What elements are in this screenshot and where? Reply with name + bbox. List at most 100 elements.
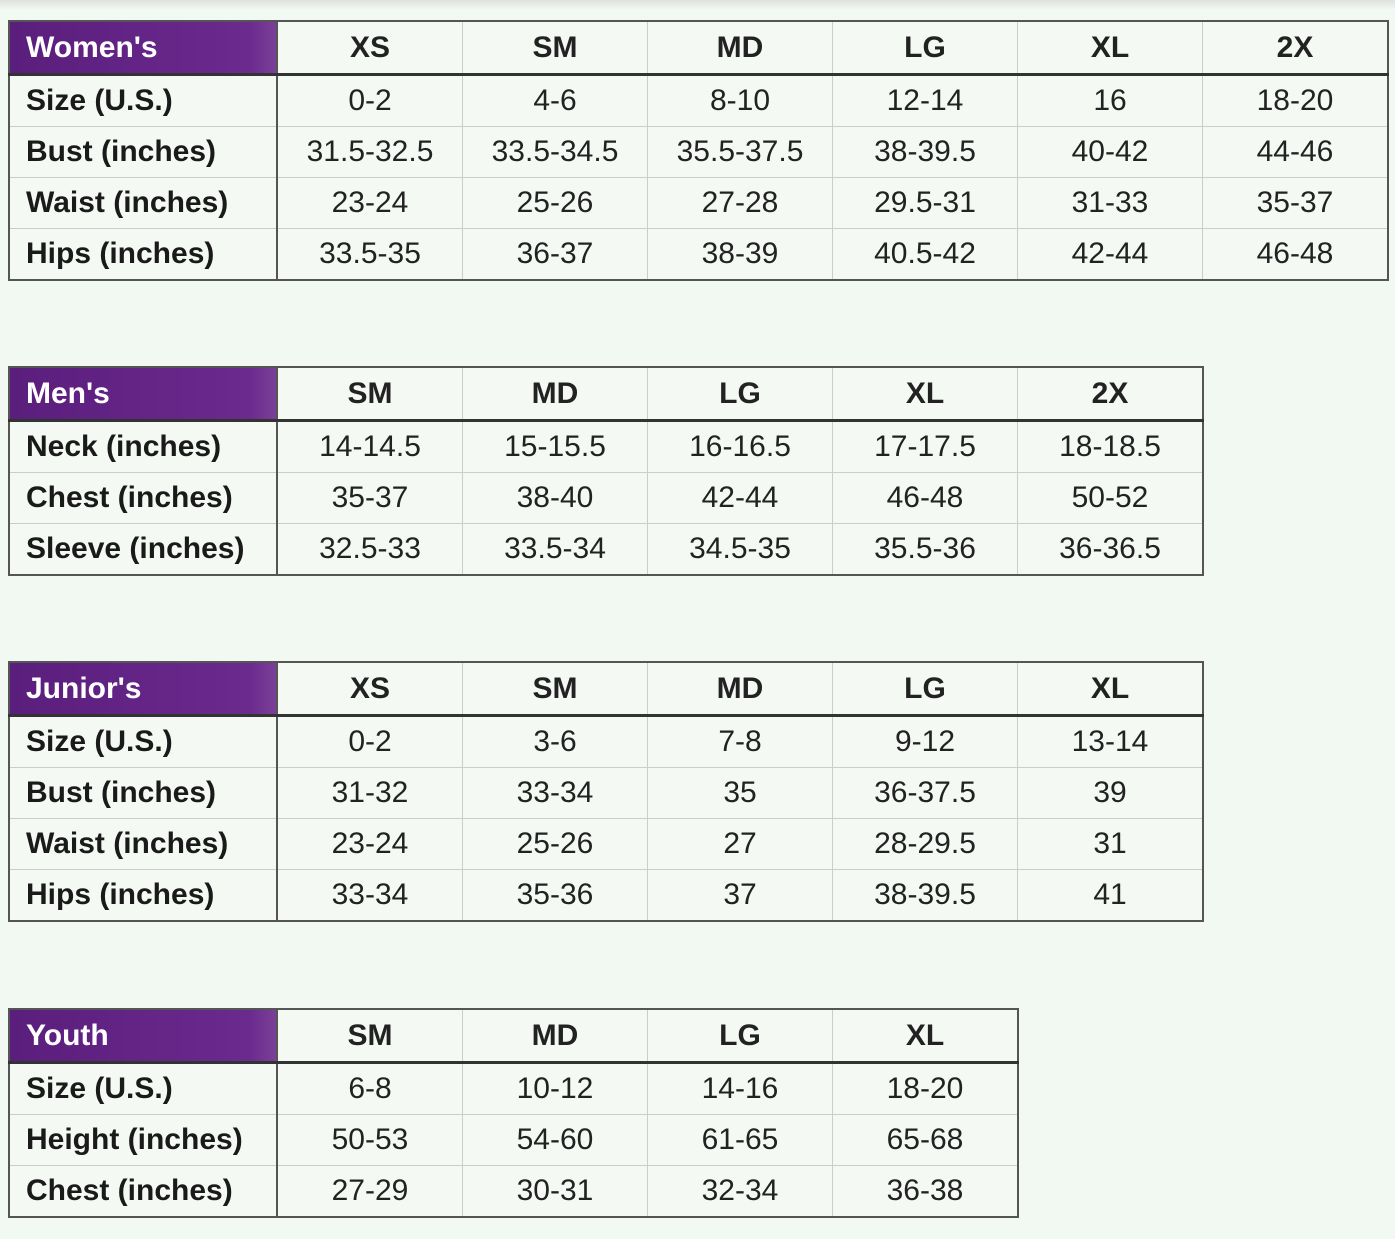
measurement: 36-37.5 bbox=[832, 767, 1018, 819]
row-label: Chest (inches) bbox=[8, 1165, 278, 1218]
data-row: Bust (inches) 31-32 33-34 35 36-37.5 39 bbox=[8, 767, 1204, 819]
size-header: SM bbox=[462, 661, 648, 717]
measurement: 30-31 bbox=[462, 1165, 648, 1218]
size-header: XS bbox=[276, 661, 463, 717]
measurement: 16 bbox=[1017, 74, 1203, 127]
measurement: 35.5-36 bbox=[832, 523, 1018, 576]
size-header: MD bbox=[647, 20, 833, 76]
data-row: Hips (inches) 33-34 35-36 37 38-39.5 41 bbox=[8, 869, 1204, 922]
measurement: 32-34 bbox=[647, 1165, 833, 1218]
size-header: 2X bbox=[1017, 366, 1204, 422]
data-row: Height (inches) 50-53 54-60 61-65 65-68 bbox=[8, 1114, 1019, 1166]
measurement: 6-8 bbox=[276, 1062, 463, 1115]
data-row: Chest (inches) 27-29 30-31 32-34 36-38 bbox=[8, 1165, 1019, 1218]
data-row: Chest (inches) 35-37 38-40 42-44 46-48 50-52 bbox=[8, 472, 1204, 524]
measurement: 35-37 bbox=[276, 472, 463, 524]
measurement: 9-12 bbox=[832, 715, 1018, 768]
data-row: Sleeve (inches) 32.5-33 33.5-34 34.5-35 35.5… bbox=[8, 523, 1204, 576]
top-shade bbox=[0, 0, 1395, 10]
table-title: Women's bbox=[8, 20, 278, 76]
measurement: 38-40 bbox=[462, 472, 648, 524]
measurement: 38-39.5 bbox=[832, 126, 1018, 178]
row-label: Height (inches) bbox=[8, 1114, 278, 1166]
measurement: 35 bbox=[647, 767, 833, 819]
measurement: 40.5-42 bbox=[832, 228, 1018, 281]
size-header: XL bbox=[1017, 661, 1204, 717]
measurement: 27 bbox=[647, 818, 833, 870]
measurement: 40-42 bbox=[1017, 126, 1203, 178]
measurement: 28-29.5 bbox=[832, 818, 1018, 870]
size-header: MD bbox=[462, 366, 648, 422]
measurement: 14-14.5 bbox=[276, 420, 463, 473]
size-header: SM bbox=[276, 366, 463, 422]
table-title: Youth bbox=[8, 1008, 278, 1064]
row-label: Neck (inches) bbox=[8, 420, 278, 473]
measurement: 31 bbox=[1017, 818, 1204, 870]
size-header: XL bbox=[832, 1008, 1019, 1064]
data-row: Size (U.S.) 6-8 10-12 14-16 18-20 bbox=[8, 1062, 1019, 1115]
data-row: Neck (inches) 14-14.5 15-15.5 16-16.5 17-17.… bbox=[8, 420, 1204, 473]
row-label: Size (U.S.) bbox=[8, 715, 278, 768]
row-label: Hips (inches) bbox=[8, 228, 278, 281]
row-label: Bust (inches) bbox=[8, 126, 278, 178]
data-row: Size (U.S.) 0-2 4-6 8-10 12-14 16 18-20 bbox=[8, 74, 1389, 127]
size-header: MD bbox=[462, 1008, 648, 1064]
measurement: 25-26 bbox=[462, 177, 648, 229]
measurement: 27-29 bbox=[276, 1165, 463, 1218]
measurement: 65-68 bbox=[832, 1114, 1019, 1166]
row-label: Size (U.S.) bbox=[8, 74, 278, 127]
table-title: Men's bbox=[8, 366, 278, 422]
measurement: 35-36 bbox=[462, 869, 648, 922]
measurement: 31.5-32.5 bbox=[276, 126, 463, 178]
measurement: 38-39.5 bbox=[832, 869, 1018, 922]
header-row: Junior's XS SM MD LG XL bbox=[8, 661, 1204, 717]
measurement: 18-18.5 bbox=[1017, 420, 1204, 473]
measurement: 15-15.5 bbox=[462, 420, 648, 473]
row-label: Sleeve (inches) bbox=[8, 523, 278, 576]
measurement: 10-12 bbox=[462, 1062, 648, 1115]
measurement: 54-60 bbox=[462, 1114, 648, 1166]
size-table: Women's XS SM MD LG XL 2X Size (U.S.) 0-2 4-6 8-10… bbox=[8, 20, 1389, 281]
size-table: Junior's XS SM MD LG XL Size (U.S.) 0-2 3-6 7-8 9-… bbox=[8, 661, 1204, 922]
row-label: Size (U.S.) bbox=[8, 1062, 278, 1115]
measurement: 23-24 bbox=[276, 818, 463, 870]
measurement: 17-17.5 bbox=[832, 420, 1018, 473]
measurement: 16-16.5 bbox=[647, 420, 833, 473]
row-label: Chest (inches) bbox=[8, 472, 278, 524]
measurement: 33-34 bbox=[462, 767, 648, 819]
measurement: 39 bbox=[1017, 767, 1204, 819]
measurement: 29.5-31 bbox=[832, 177, 1018, 229]
measurement: 31-32 bbox=[276, 767, 463, 819]
table-title: Junior's bbox=[8, 661, 278, 717]
data-row: Bust (inches) 31.5-32.5 33.5-34.5 35.5-37.5… bbox=[8, 126, 1389, 178]
size-table: Men's SM MD LG XL 2X Neck (inches) 14-14.5 15-15… bbox=[8, 366, 1204, 576]
measurement: 23-24 bbox=[276, 177, 463, 229]
measurement: 12-14 bbox=[832, 74, 1018, 127]
measurement: 46-48 bbox=[1202, 228, 1389, 281]
data-row: Hips (inches) 33.5-35 36-37 38-39 40.5-42 42-… bbox=[8, 228, 1389, 281]
measurement: 27-28 bbox=[647, 177, 833, 229]
measurement: 32.5-33 bbox=[276, 523, 463, 576]
measurement: 35.5-37.5 bbox=[647, 126, 833, 178]
size-header: SM bbox=[276, 1008, 463, 1064]
measurement: 14-16 bbox=[647, 1062, 833, 1115]
measurement: 25-26 bbox=[462, 818, 648, 870]
header-row: Men's SM MD LG XL 2X bbox=[8, 366, 1204, 422]
size-header: LG bbox=[647, 366, 833, 422]
measurement: 36-36.5 bbox=[1017, 523, 1204, 576]
measurement: 50-53 bbox=[276, 1114, 463, 1166]
data-row: Size (U.S.) 0-2 3-6 7-8 9-12 13-14 bbox=[8, 715, 1204, 768]
measurement: 0-2 bbox=[276, 715, 463, 768]
measurement: 46-48 bbox=[832, 472, 1018, 524]
size-header: XL bbox=[1017, 20, 1203, 76]
row-label: Bust (inches) bbox=[8, 767, 278, 819]
size-header: SM bbox=[462, 20, 648, 76]
measurement: 41 bbox=[1017, 869, 1204, 922]
data-row: Waist (inches) 23-24 25-26 27-28 29.5-31 31-3… bbox=[8, 177, 1389, 229]
measurement: 36-37 bbox=[462, 228, 648, 281]
row-label: Hips (inches) bbox=[8, 869, 278, 922]
measurement: 3-6 bbox=[462, 715, 648, 768]
measurement: 34.5-35 bbox=[647, 523, 833, 576]
measurement: 13-14 bbox=[1017, 715, 1204, 768]
